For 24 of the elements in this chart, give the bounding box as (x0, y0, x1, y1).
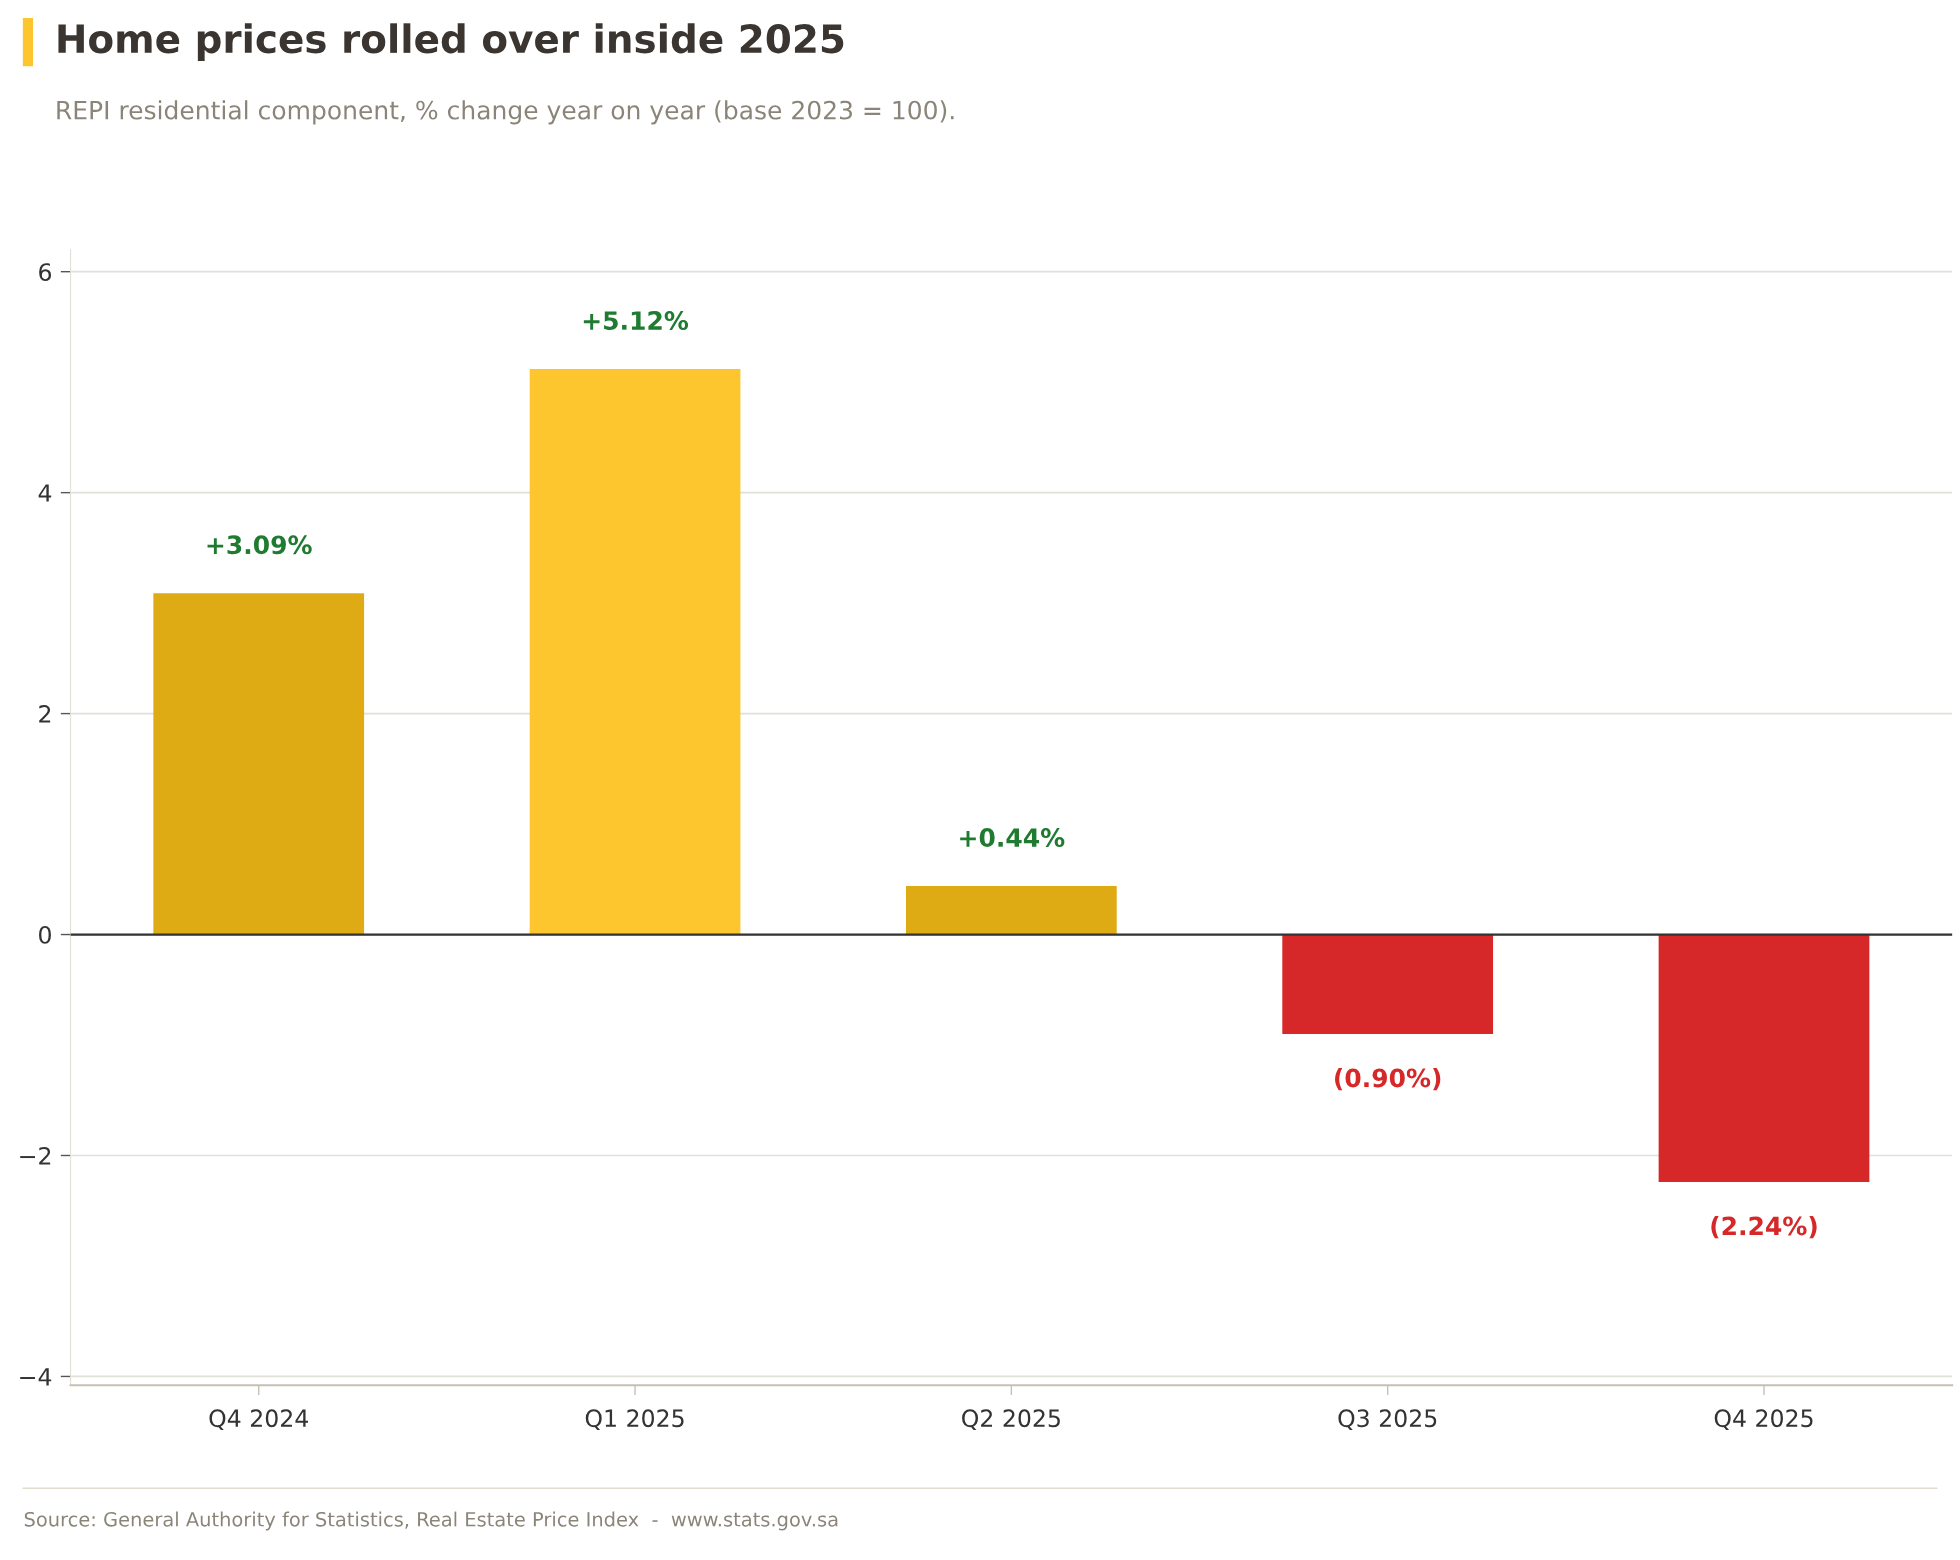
data-label: (0.90%) (1335, 1068, 1441, 1091)
data-label: +3.09% (207, 535, 312, 555)
bar (905, 885, 1117, 935)
x-tick-label: Q1 2025 (585, 1409, 684, 1430)
x-tick-label: Q3 2025 (1338, 1409, 1437, 1430)
bar (529, 368, 741, 935)
data-label: +5.12% (583, 311, 689, 330)
y-tick-label: 2 (39, 705, 51, 723)
source-note: Source: General Authority for Statistics, Real Estate Price Index - www.stats.gov.sa (24, 1511, 838, 1531)
x-tick-label: Q4 2025 (1714, 1409, 1813, 1430)
bar (153, 593, 365, 935)
chart-subtitle: REPI residential component, % change year on year (base 2023 = 100). (57, 100, 954, 125)
data-label: +0.44% (960, 828, 1065, 848)
y-tick-label: −4 (20, 1368, 52, 1386)
x-tick-label: Q4 2024 (209, 1409, 308, 1430)
bar (1282, 934, 1494, 1034)
y-tick-label: −2 (20, 1146, 51, 1165)
x-tick-label: Q2 2025 (962, 1409, 1060, 1430)
y-tick-label: 0 (39, 925, 51, 944)
data-label: (2.24%) (1711, 1216, 1817, 1239)
y-tick-label: 6 (39, 263, 52, 281)
y-tick-label: 4 (38, 484, 52, 502)
chart-title: Home prices rolled over inside 2025 (58, 23, 844, 61)
bar (1658, 934, 1870, 1183)
